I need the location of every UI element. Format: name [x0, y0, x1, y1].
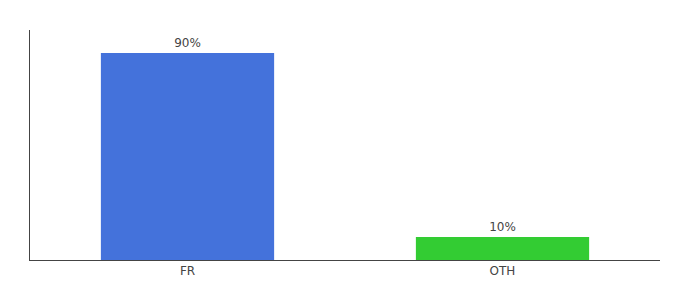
- svg-text:OTH: OTH: [490, 264, 516, 278]
- svg-text:90%: 90%: [174, 36, 201, 50]
- svg-text:10%: 10%: [489, 220, 516, 234]
- svg-text:FR: FR: [180, 264, 195, 278]
